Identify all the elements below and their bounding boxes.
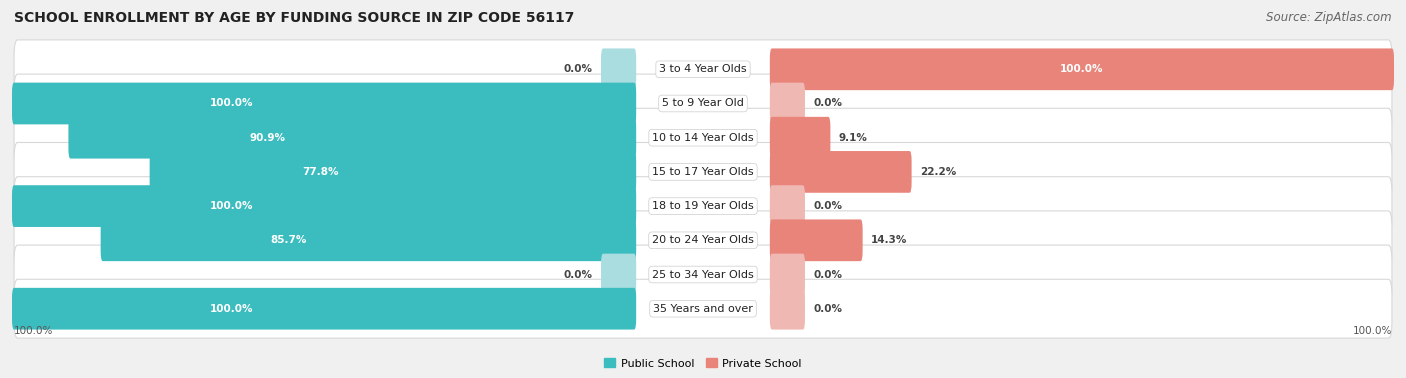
FancyBboxPatch shape (13, 288, 636, 330)
FancyBboxPatch shape (13, 83, 636, 124)
Text: 0.0%: 0.0% (813, 99, 842, 108)
FancyBboxPatch shape (600, 254, 636, 295)
FancyBboxPatch shape (101, 220, 636, 261)
Text: 100.0%: 100.0% (14, 326, 53, 336)
Text: 100.0%: 100.0% (209, 201, 253, 211)
Text: 0.0%: 0.0% (813, 270, 842, 279)
Text: SCHOOL ENROLLMENT BY AGE BY FUNDING SOURCE IN ZIP CODE 56117: SCHOOL ENROLLMENT BY AGE BY FUNDING SOUR… (14, 11, 575, 25)
FancyBboxPatch shape (600, 48, 636, 90)
FancyBboxPatch shape (770, 220, 863, 261)
Text: 0.0%: 0.0% (813, 201, 842, 211)
FancyBboxPatch shape (770, 117, 831, 158)
Text: 85.7%: 85.7% (270, 235, 307, 245)
Text: 100.0%: 100.0% (1060, 64, 1104, 74)
FancyBboxPatch shape (770, 254, 806, 295)
FancyBboxPatch shape (14, 108, 1392, 167)
Legend: Public School, Private School: Public School, Private School (600, 354, 806, 373)
FancyBboxPatch shape (14, 40, 1392, 99)
Text: 100.0%: 100.0% (209, 304, 253, 314)
Text: Source: ZipAtlas.com: Source: ZipAtlas.com (1267, 11, 1392, 24)
FancyBboxPatch shape (770, 288, 806, 330)
FancyBboxPatch shape (14, 245, 1392, 304)
FancyBboxPatch shape (14, 211, 1392, 270)
Text: 100.0%: 100.0% (1353, 326, 1392, 336)
FancyBboxPatch shape (69, 117, 636, 158)
Text: 0.0%: 0.0% (564, 64, 593, 74)
FancyBboxPatch shape (770, 151, 911, 193)
FancyBboxPatch shape (14, 177, 1392, 235)
Text: 15 to 17 Year Olds: 15 to 17 Year Olds (652, 167, 754, 177)
Text: 20 to 24 Year Olds: 20 to 24 Year Olds (652, 235, 754, 245)
FancyBboxPatch shape (14, 143, 1392, 201)
Text: 18 to 19 Year Olds: 18 to 19 Year Olds (652, 201, 754, 211)
Text: 0.0%: 0.0% (813, 304, 842, 314)
Text: 5 to 9 Year Old: 5 to 9 Year Old (662, 99, 744, 108)
FancyBboxPatch shape (14, 74, 1392, 133)
Text: 10 to 14 Year Olds: 10 to 14 Year Olds (652, 133, 754, 143)
FancyBboxPatch shape (14, 279, 1392, 338)
FancyBboxPatch shape (770, 185, 806, 227)
Text: 9.1%: 9.1% (838, 133, 868, 143)
Text: 22.2%: 22.2% (920, 167, 956, 177)
FancyBboxPatch shape (770, 48, 1393, 90)
Text: 77.8%: 77.8% (302, 167, 339, 177)
Text: 25 to 34 Year Olds: 25 to 34 Year Olds (652, 270, 754, 279)
FancyBboxPatch shape (149, 151, 636, 193)
Text: 14.3%: 14.3% (870, 235, 907, 245)
FancyBboxPatch shape (13, 185, 636, 227)
Text: 35 Years and over: 35 Years and over (652, 304, 754, 314)
Text: 0.0%: 0.0% (564, 270, 593, 279)
Text: 90.9%: 90.9% (250, 133, 285, 143)
FancyBboxPatch shape (770, 83, 806, 124)
Text: 3 to 4 Year Olds: 3 to 4 Year Olds (659, 64, 747, 74)
Text: 100.0%: 100.0% (209, 99, 253, 108)
